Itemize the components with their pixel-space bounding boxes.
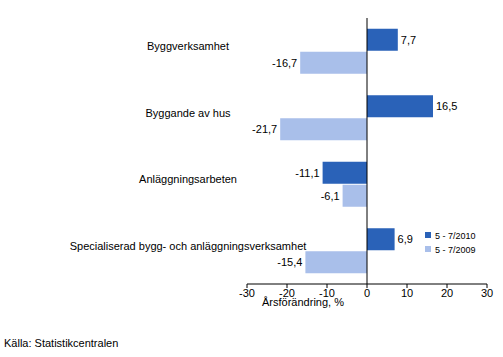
data-labels: 7,7 -16,7 16,5 -21,7 -11,1-6,1 6,9 -15,4: [252, 34, 457, 269]
data-label: 16,5: [436, 100, 457, 112]
data-label: -11,1: [295, 167, 319, 179]
bars: [280, 29, 433, 274]
category-label: Anläggningsarbeten: [139, 173, 237, 185]
category-label: Byggverksamhet: [147, 40, 229, 52]
bar: [367, 228, 395, 250]
data-label: 7,7: [401, 34, 416, 46]
data-label: -15,4: [277, 256, 302, 268]
legend: 5 - 7/2010 5 - 7/2009: [425, 231, 476, 255]
legend-swatch: [425, 232, 431, 238]
bar: [367, 29, 398, 51]
x-tick-label: 0: [364, 287, 370, 299]
category-label: Specialiserad bygg- och anläggningsverks…: [70, 240, 307, 252]
legend-swatch: [425, 246, 431, 252]
x-tick-label: -30: [239, 287, 255, 299]
data-label: -16,7: [272, 57, 297, 69]
legend-label: 5 - 7/2010: [435, 231, 476, 241]
data-label: -21,7: [252, 123, 277, 135]
data-label: -6,1: [321, 190, 340, 202]
source: Källa: Statistikcentralen: [4, 337, 118, 349]
x-axis-label: Årsförändring, %: [262, 296, 344, 308]
bar: [367, 95, 433, 117]
zero-line: [367, 18, 368, 284]
bar: [300, 52, 367, 74]
bar: [280, 118, 367, 140]
bar: [305, 251, 367, 273]
data-label: 6,9: [398, 233, 413, 245]
legend-label: 5 - 7/2009: [435, 245, 476, 255]
x-tick-label: 10: [401, 287, 413, 299]
chart: -30-20-1001020307,7-16,716,5-21,7-11,1-6…: [0, 0, 503, 357]
x-tick-label: 30: [481, 287, 493, 299]
bar: [343, 185, 367, 207]
bar: [323, 162, 367, 184]
category-label: Byggande av hus: [145, 107, 231, 119]
x-tick-label: 20: [441, 287, 453, 299]
